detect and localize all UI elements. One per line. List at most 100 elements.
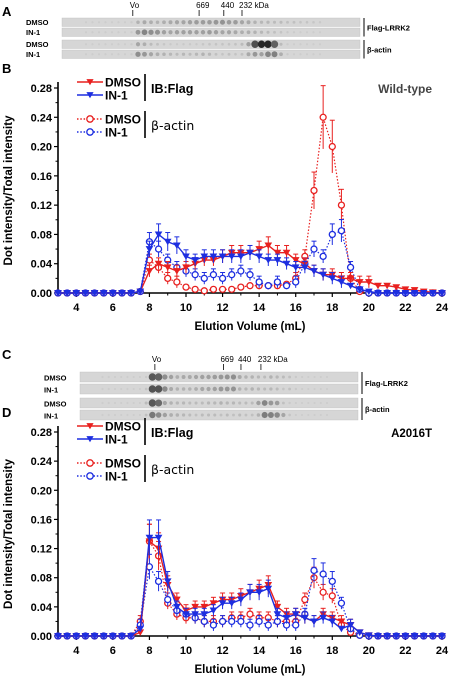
x-tick-label: 20 <box>363 645 375 657</box>
blot-dot <box>120 375 123 379</box>
data-point <box>355 279 364 286</box>
data-point <box>182 611 190 618</box>
data-point <box>90 633 99 640</box>
blot-dot <box>313 375 316 379</box>
blot-dot <box>275 387 279 391</box>
x-tick-label: 24 <box>436 645 449 657</box>
x-tick-label: 20 <box>363 302 375 314</box>
blot-dot <box>104 31 107 34</box>
data-point <box>191 271 199 279</box>
blot-dot <box>225 401 229 405</box>
blot-dot <box>130 21 133 24</box>
y-tick-label: 0.24 <box>31 456 53 468</box>
data-point <box>200 253 209 260</box>
blot-dot <box>110 31 114 34</box>
blot-dot <box>181 387 186 391</box>
blot-dot <box>174 30 180 35</box>
data-point <box>182 283 190 291</box>
data-point <box>99 633 108 640</box>
data-point <box>145 534 154 542</box>
blot-dot <box>230 386 237 392</box>
blot-dot <box>319 413 322 417</box>
data-point <box>72 290 81 297</box>
data-point <box>346 263 355 272</box>
blot-row-label: DMSO <box>26 40 49 49</box>
blot-dot <box>206 374 211 380</box>
data-point <box>255 589 263 596</box>
blot-dot <box>292 43 296 46</box>
blot-dot <box>234 52 237 56</box>
data-point <box>136 288 145 296</box>
blot-dot <box>274 412 280 418</box>
blot-dot <box>188 387 192 391</box>
blot-dot <box>318 53 322 56</box>
blot-dot <box>168 30 173 35</box>
data-point <box>237 617 245 626</box>
blot-dot <box>84 43 88 46</box>
data-point <box>429 290 437 297</box>
blot-dot <box>130 31 133 34</box>
blot-dot <box>266 30 270 34</box>
blot-dot <box>155 399 163 407</box>
blot-dot <box>155 52 160 57</box>
blot-dot <box>135 42 141 47</box>
blot-dot <box>149 411 156 419</box>
blot-dot <box>288 375 292 379</box>
blot-dot <box>200 30 206 35</box>
blot-dot <box>154 373 163 381</box>
data-point <box>228 271 236 279</box>
blot-dot <box>168 374 174 380</box>
blot-dot <box>144 401 148 405</box>
blot-dot <box>250 401 254 405</box>
blot-dot <box>313 387 316 391</box>
blot-dot <box>175 387 180 391</box>
data-point <box>365 632 373 639</box>
legend-group-label: IB:Flag <box>151 82 193 96</box>
blot-dot <box>238 413 242 417</box>
blot-dot <box>221 42 224 46</box>
blot-dot <box>319 387 322 391</box>
data-point <box>310 245 318 253</box>
blot-dot <box>251 40 259 48</box>
y-tick-label: 0.28 <box>31 427 52 439</box>
blot-dot <box>325 375 329 379</box>
blot-dot <box>188 401 192 405</box>
blot-dot <box>256 400 261 406</box>
data-point <box>383 282 391 290</box>
data-point <box>374 633 382 640</box>
blot-dot <box>113 387 117 391</box>
blot-dot <box>312 31 315 34</box>
blot-dot <box>187 30 193 35</box>
data-point <box>291 257 300 264</box>
blot-dot <box>227 52 231 56</box>
blot-row-label: DMSO <box>44 400 67 409</box>
data-point <box>218 253 227 260</box>
blot-dot <box>253 20 257 25</box>
y-tick-label: 0.08 <box>31 229 52 241</box>
data-point <box>328 230 336 239</box>
blot-row-label: IN-1 <box>26 50 40 59</box>
blot-dot <box>270 40 279 48</box>
blot-dot <box>84 53 88 56</box>
dot-blot-a2016t: Vo 669 440 232 kDa DMSO IN-1 DMSO IN-1 Flag-LRRK… <box>44 355 408 421</box>
blot-dot <box>148 373 157 381</box>
data-point <box>209 285 218 293</box>
blot-dot <box>273 30 276 34</box>
blot-dot <box>123 21 127 24</box>
blot-dot <box>117 53 120 56</box>
blot-strip <box>61 39 361 49</box>
blot-dot <box>154 385 163 393</box>
chart-title: Wild-type <box>378 82 432 96</box>
legend-marker <box>86 128 94 136</box>
size-marker-label: 232 kDa <box>239 1 269 10</box>
data-point <box>246 249 254 257</box>
blot-dot <box>239 20 245 25</box>
data-point <box>145 246 154 253</box>
blot-dot <box>148 29 154 35</box>
blot-dot <box>120 413 123 417</box>
blot-dot <box>142 51 147 57</box>
y-axis-title: Dot intensity/Total intensity <box>3 458 15 609</box>
blot-dot <box>281 412 286 418</box>
blot-dot <box>250 413 254 417</box>
data-point <box>109 633 117 640</box>
